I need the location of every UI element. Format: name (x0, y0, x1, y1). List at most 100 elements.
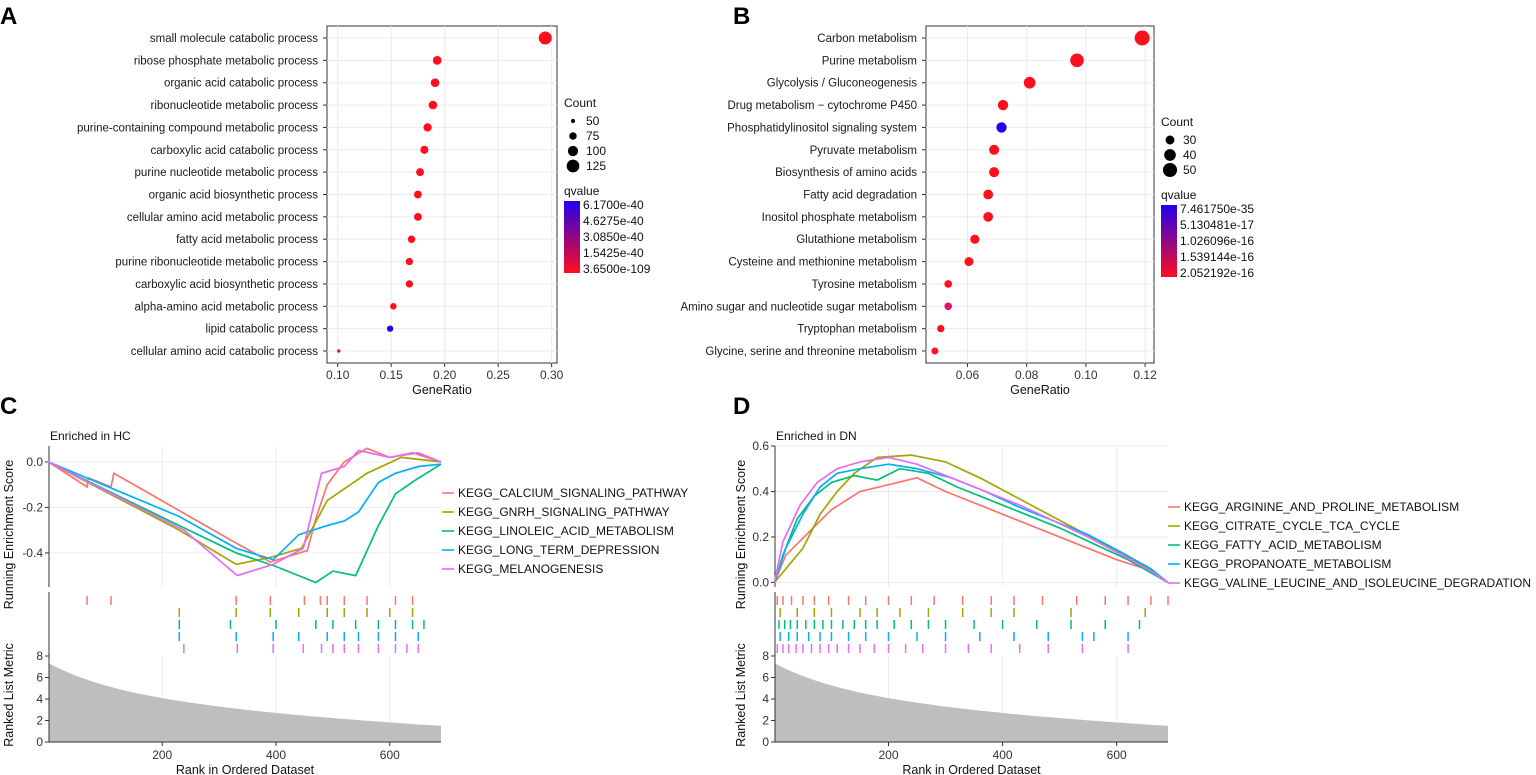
term-label: lipid catabolic process (205, 324, 318, 336)
x-tick-label: 0.30 (540, 368, 564, 382)
ranked-metric-area (775, 663, 1168, 742)
legend-label: KEGG_FATTY_ACID_METABOLISM (1184, 538, 1382, 552)
term-label: purine nucleotide metabolic process (135, 167, 319, 179)
x-tick-label: 0.10 (326, 368, 350, 382)
color-legend-label: 5.130481e-17 (1180, 218, 1254, 232)
color-legend-label: 4.6275e-40 (583, 214, 644, 228)
es-curve (773, 467, 1169, 584)
panel-C: C 0.0 -0.2 -0.4 Enriched in HC Running Enrich… (0, 393, 688, 775)
term-dot (407, 235, 416, 243)
metric-y-tick-label: 6 (36, 671, 43, 685)
size-legend-dot (570, 118, 576, 124)
es-panel (775, 446, 1168, 587)
term-dot (386, 325, 394, 332)
legend-label: KEGG_CITRATE_CYCLE_TCA_CYCLE (1184, 519, 1400, 533)
panel-D: D 0.0 0.2 0.4 0.6 Enriched in DN Running Enric… (733, 393, 1531, 775)
term-dot (989, 167, 1000, 178)
x-tick-label: 600 (380, 748, 400, 762)
term-label: cellular amino acid catabolic process (131, 346, 319, 358)
term-dot (1023, 76, 1036, 89)
term-label: Phosphatidylinositol signaling system (727, 122, 917, 134)
term-label: carboxylic acid catabolic process (151, 145, 319, 157)
size-legend-dot (569, 132, 577, 140)
x-tick-label: 400 (266, 748, 286, 762)
size-legend-dot (567, 145, 579, 157)
metric-y-tick-label: 6 (762, 671, 769, 685)
term-dot (1134, 30, 1150, 46)
term-dot (931, 347, 939, 355)
term-label: carboxylic acid biosynthetic process (135, 279, 318, 291)
y-tick-label: 0.2 (752, 530, 769, 544)
term-dot (405, 280, 414, 288)
panel-B: B Carbon metabolism Purine metabolism Glyco… (680, 3, 1254, 397)
term-label: Biosynthesis of amino acids (775, 167, 917, 179)
color-legend-bar (564, 201, 580, 273)
term-dot (944, 280, 953, 288)
metric-y-tick-label: 2 (36, 714, 43, 728)
term-dot (390, 303, 397, 310)
term-dot (416, 168, 425, 177)
y-axis-title: Running Enrichment Score (2, 460, 16, 609)
size-legend-label: 30 (1183, 133, 1197, 147)
x-tick-label: 200 (152, 748, 172, 762)
term-label: Carbon metabolism (817, 33, 917, 45)
x-tick-label: 200 (878, 748, 898, 762)
y-tick-label: -0.2 (22, 500, 43, 514)
term-label: Cysteine and methionine metabolism (728, 257, 917, 269)
term-dot (996, 122, 1007, 133)
es-curve (773, 476, 1169, 584)
color-legend-label: 6.1700e-40 (583, 198, 644, 212)
es-curve (773, 463, 1169, 584)
term-label: cellular amino acid metabolic process (127, 212, 318, 224)
term-dot (432, 55, 442, 65)
legend-label: KEGG_LINOLEIC_ACID_METABOLISM (458, 524, 674, 538)
size-legend-label: 100 (586, 144, 606, 158)
term-dot (428, 100, 438, 110)
color-legend-title: qvalue (564, 184, 600, 198)
color-legend-label: 3.0850e-40 (583, 230, 644, 244)
term-label: Amino sugar and nucleotide sugar metabol… (680, 301, 917, 313)
color-legend-bar (1161, 205, 1177, 277)
x-axis-title: GeneRatio (412, 383, 472, 397)
term-label: Glutathione metabolism (796, 234, 917, 246)
x-tick-label: 400 (993, 748, 1013, 762)
size-legend-label: 125 (586, 159, 606, 173)
term-label: Glycine, serine and threonine metabolism (705, 346, 917, 358)
size-legend-title: Count (564, 96, 597, 110)
x-axis-title: Rank in Ordered Dataset (902, 763, 1041, 775)
term-dot (989, 144, 1000, 155)
term-dot (423, 123, 432, 132)
term-label: alpha-amino acid metabolic process (135, 301, 319, 313)
term-label: Glycolysis / Gluconeogenesis (767, 78, 917, 90)
panel-label: A (0, 3, 17, 30)
x-tick-label: 0.06 (956, 368, 980, 382)
term-dot (414, 212, 422, 221)
size-legend-dot (566, 159, 580, 173)
term-dot (983, 211, 994, 222)
metric-y-tick-label: 2 (762, 714, 769, 728)
size-legend-label: 75 (586, 129, 600, 143)
term-dot (337, 349, 341, 353)
size-legend-dot (1164, 149, 1176, 161)
size-legend-dot (1162, 162, 1178, 178)
y-tick-label: 0.0 (26, 455, 43, 469)
x-tick-label: 0.08 (1015, 368, 1039, 382)
color-legend-label: 1.026096e-16 (1180, 234, 1254, 248)
term-label: Purine metabolism (822, 55, 917, 67)
term-label: Tryptophan metabolism (797, 324, 917, 336)
es-curve (48, 449, 442, 577)
term-label: Tyrosine metabolism (812, 279, 917, 291)
term-dot (983, 189, 994, 200)
legend-label: KEGG_GNRH_SIGNALING_PATHWAY (458, 505, 670, 519)
term-label: organic acid catabolic process (164, 78, 318, 90)
x-tick-label: 0.25 (486, 368, 510, 382)
size-legend-dot (1165, 135, 1175, 145)
metric-y-tick-label: 8 (762, 649, 769, 663)
x-tick-label: 600 (1107, 748, 1127, 762)
term-dot (1070, 53, 1084, 68)
y-axis-title: Running Enrichment Score (734, 460, 748, 609)
legend-label: KEGG_MELANOGENESIS (458, 562, 603, 576)
legend-label: KEGG_LONG_TERM_DEPRESSION (458, 543, 659, 557)
